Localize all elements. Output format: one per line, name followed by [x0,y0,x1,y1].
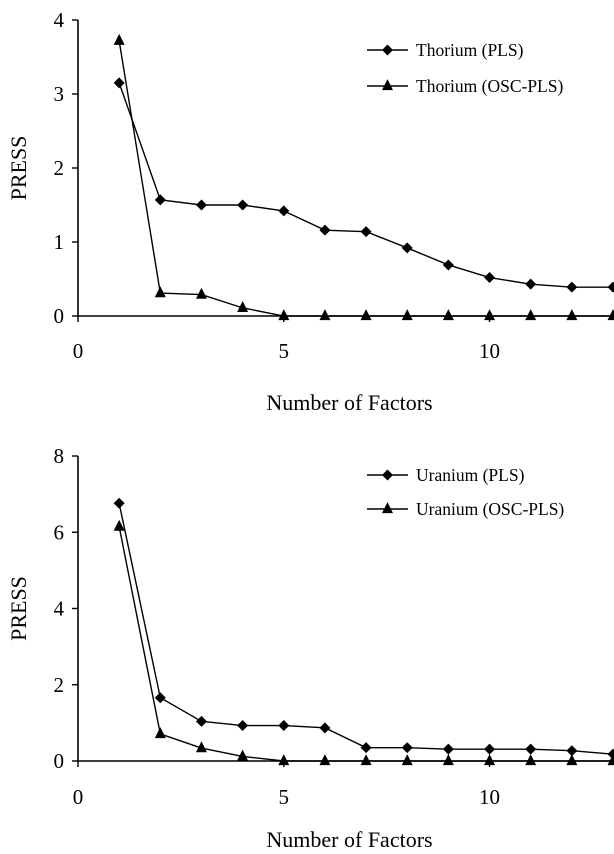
legend-marker [382,79,393,91]
osc-pls-point [360,309,372,321]
pls-point [401,242,413,254]
pls-point [154,194,166,206]
x-tick-label: 0 [73,339,84,363]
osc-pls-point [237,301,249,313]
y-tick-label: 0 [54,749,65,773]
pls-point [442,743,454,755]
osc-pls-point [154,727,166,739]
pls-point [442,259,454,271]
legend-marker [382,44,393,56]
pls-point [319,224,331,236]
osc-pls-point [319,754,331,766]
x-tick-label: 5 [279,785,290,809]
y-tick-label: 4 [54,597,65,621]
pls-point [195,199,207,211]
y-tick-label: 8 [54,444,65,468]
series-line-osc-pls [118,526,613,762]
legend-label: Thorium (OSC-PLS) [416,76,563,96]
pls-point [237,199,249,211]
uranium-press-chart: 0 2 4 6 8 0 5 10 Number of Factors PRESS Uranium (… [6,444,614,852]
legend-marker [382,502,393,514]
osc-pls-point [401,754,413,766]
osc-pls-point [360,754,372,766]
series-line-pls [118,503,614,755]
pls-point [607,281,614,293]
legend-marker [382,469,393,481]
x-axis-title: Number of Factors [266,827,432,852]
y-tick-label: 2 [54,673,65,697]
osc-pls-point [442,309,454,321]
thorium-press-chart: 0 1 2 3 4 0 5 10 Number of Factors PRESS Thorium (… [6,8,614,415]
osc-pls-point [113,33,125,45]
y-tick-label: 3 [54,82,65,106]
osc-pls-point [154,286,166,298]
pls-point [566,745,578,757]
pls-point [237,720,249,732]
legend-label: Uranium (OSC-PLS) [416,499,564,519]
pls-point [113,497,125,509]
osc-pls-point [113,519,125,531]
y-axis-title: PRESS [6,136,31,201]
x-tick-label: 10 [479,785,500,809]
osc-pls-point [442,754,454,766]
pls-point [484,272,496,284]
osc-pls-point [278,309,290,321]
pls-point [484,743,496,755]
series-line-pls [118,82,613,288]
y-tick-label: 0 [54,304,65,328]
y-tick-label: 6 [54,520,65,544]
pls-point [319,722,331,734]
osc-pls-point [401,309,413,321]
legend-label: Thorium (PLS) [416,40,524,60]
x-tick-label: 5 [279,339,290,363]
pls-point [113,77,125,89]
osc-pls-point [195,287,207,299]
pls-point [278,720,290,732]
osc-pls-point [484,754,496,766]
osc-pls-point [237,749,249,761]
y-tick-label: 4 [54,8,65,32]
y-tick-label: 2 [54,156,65,180]
x-tick-label: 10 [479,339,500,363]
osc-pls-point [525,754,537,766]
pls-point [360,226,372,238]
x-tick-label: 0 [73,785,84,809]
osc-pls-point [607,309,614,321]
pls-point [154,692,166,704]
pls-point [566,281,578,293]
osc-pls-point [319,309,331,321]
osc-pls-point [566,309,578,321]
x-axis-title: Number of Factors [266,390,432,415]
osc-pls-point [525,309,537,321]
osc-pls-point [278,754,290,766]
y-tick-label: 1 [54,230,65,254]
pls-point [525,743,537,755]
pls-point [360,742,372,754]
osc-pls-point [566,754,578,766]
osc-pls-point [195,741,207,753]
pls-point [401,742,413,754]
legend-label: Uranium (PLS) [416,465,525,485]
osc-pls-point [484,309,496,321]
osc-pls-point [607,754,614,766]
pls-point [278,205,290,217]
pls-point [195,715,207,727]
pls-point [525,278,537,290]
y-axis-title: PRESS [6,576,31,641]
